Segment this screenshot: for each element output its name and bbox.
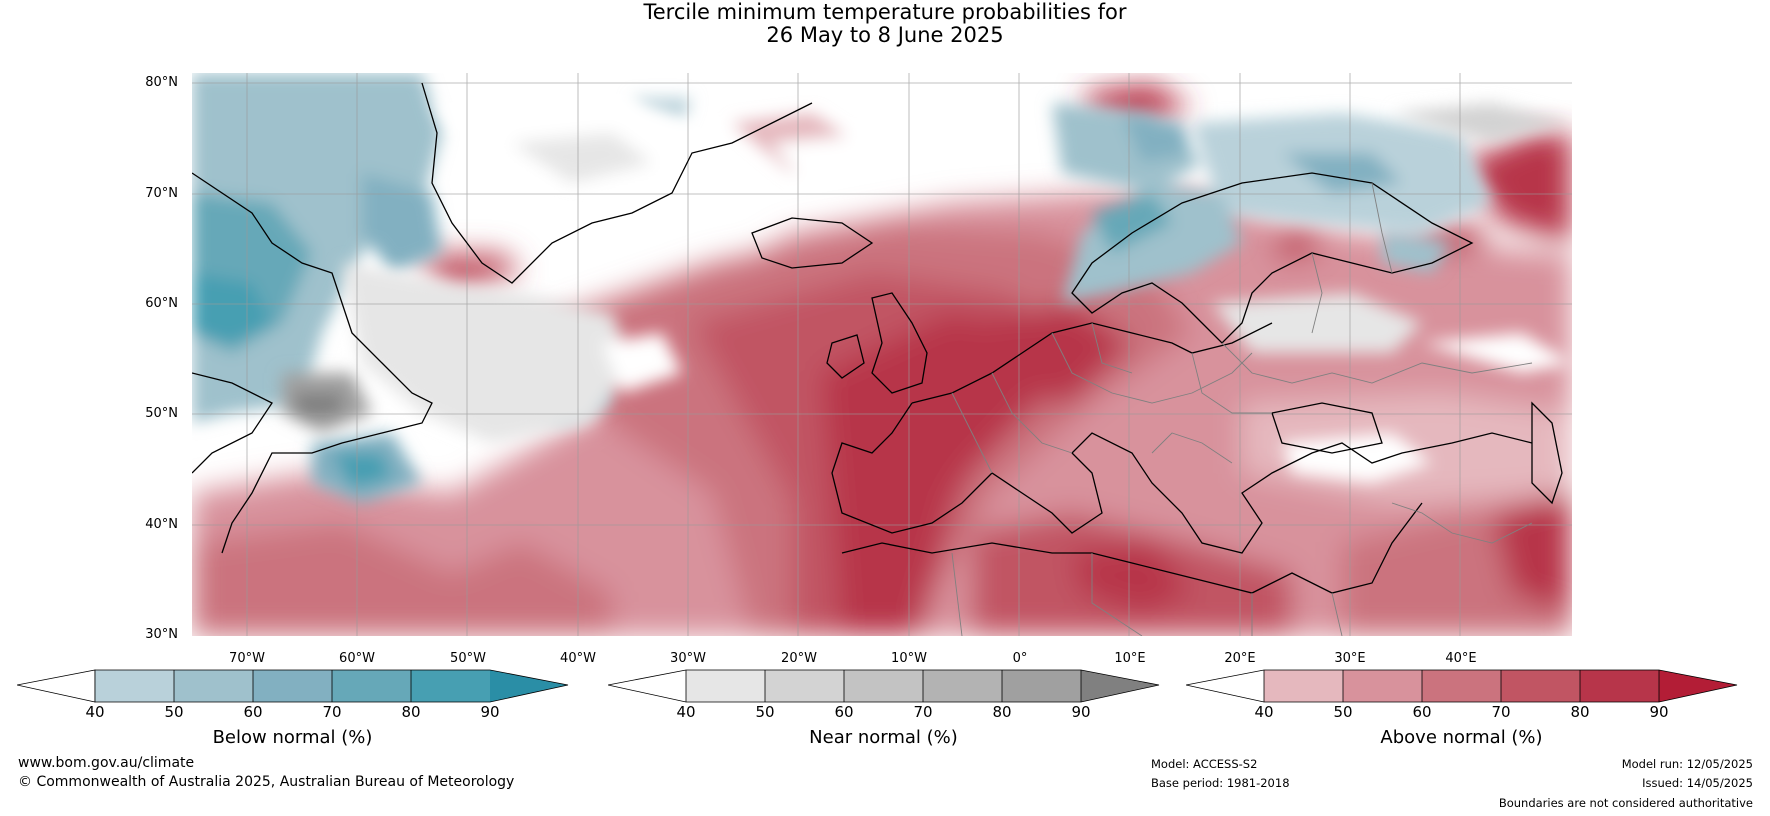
below-normal-label: Below normal (%) <box>212 727 373 748</box>
near-normal-swatch-80-90 <box>1002 670 1081 702</box>
lon-label-30e: 30°E <box>1334 651 1366 666</box>
near-normal-tick-80: 80 <box>992 703 1012 721</box>
lon-label-50w: 50°W <box>450 651 486 666</box>
below-normal-colorbar <box>17 669 569 703</box>
lat-label-50n: 50°N <box>145 406 178 421</box>
lon-label-70w: 70°W <box>229 651 265 666</box>
chart-title-line2: 26 May to 8 June 2025 <box>766 23 1004 47</box>
lon-label-10w: 10°W <box>891 651 927 666</box>
below-normal-swatch-70-80 <box>332 670 411 702</box>
near-normal-field <box>282 93 1572 483</box>
below-normal-tick-70: 70 <box>322 703 342 721</box>
above-normal-swatch-60-70 <box>1422 670 1501 702</box>
near-normal-tick-60: 60 <box>834 703 854 721</box>
greenland-coast <box>421 82 813 284</box>
near-normal-tick-50: 50 <box>755 703 775 721</box>
near-normal-lower-arrow <box>608 670 686 702</box>
map-svg <box>192 73 1572 636</box>
chart-title-line1: Tercile minimum temperature probabilitie… <box>643 0 1127 24</box>
above-normal-tick-40: 40 <box>1254 703 1274 721</box>
below-normal-lower-arrow <box>17 669 96 703</box>
above-normal-lower-arrow <box>1186 670 1264 702</box>
lon-label-30w: 30°W <box>670 651 706 666</box>
near-normal-swatch-70-80 <box>923 670 1002 702</box>
above-normal-tick-80: 80 <box>1570 703 1590 721</box>
iceland-coast <box>751 217 874 269</box>
lat-label-80n: 80°N <box>145 75 178 90</box>
country-borders <box>951 182 1533 636</box>
near-normal-swatch-40-50 <box>686 670 765 702</box>
below-normal-swatch-60-70 <box>253 670 332 702</box>
lon-label-60w: 60°W <box>339 651 375 666</box>
lon-label-20w: 20°W <box>781 651 817 666</box>
above-normal-swatch-50-60 <box>1343 670 1422 702</box>
base-period: Base period: 1981-2018 <box>1151 776 1290 790</box>
above-normal-tick-60: 60 <box>1412 703 1432 721</box>
lon-label-40e: 40°E <box>1445 651 1477 666</box>
above-normal-tick-50: 50 <box>1333 703 1353 721</box>
above-normal-upper-arrow <box>1659 670 1737 702</box>
near-normal-swatch-50-60 <box>765 670 844 702</box>
below-normal-upper-arrow <box>490 670 568 702</box>
below-normal-tick-90: 90 <box>480 703 500 721</box>
near-normal-label: Near normal (%) <box>809 727 958 748</box>
tercile-probability-map <box>192 73 1572 636</box>
lon-label-10e: 10°E <box>1114 651 1146 666</box>
st-lawrence-coast <box>192 372 273 474</box>
below-normal-tick-80: 80 <box>401 703 421 721</box>
near-normal-colorbar <box>608 669 1160 703</box>
north-africa-coast <box>841 502 1423 594</box>
model-name: Model: ACCESS-S2 <box>1151 757 1258 771</box>
graticule <box>192 73 1572 636</box>
above-normal-colorbar <box>1186 669 1738 703</box>
scandinavia-coast <box>1071 172 1474 344</box>
lon-label-40w: 40°W <box>560 651 596 666</box>
great-britain-coast <box>871 292 928 394</box>
below-normal-tick-40: 40 <box>85 703 105 721</box>
caspian-coast <box>1531 401 1563 505</box>
copyright-notice: © Commonwealth of Australia 2025, Austra… <box>18 774 515 790</box>
near-normal-tick-70: 70 <box>913 703 933 721</box>
model-run-date: Model run: 12/05/2025 <box>1621 757 1753 771</box>
above-normal-swatch-80-90 <box>1580 670 1659 702</box>
above-normal-swatch-70-80 <box>1501 670 1580 702</box>
above-normal-label: Above normal (%) <box>1380 727 1543 748</box>
ireland-coast <box>826 334 865 379</box>
below-normal-tick-60: 60 <box>243 703 263 721</box>
below-normal-swatch-40-50 <box>95 670 174 702</box>
above-normal-tick-90: 90 <box>1649 703 1669 721</box>
boundaries-disclaimer: Boundaries are not considered authoritat… <box>1498 796 1753 810</box>
lat-label-70n: 70°N <box>145 186 178 201</box>
lat-label-60n: 60°N <box>145 296 178 311</box>
above-normal-tick-70: 70 <box>1491 703 1511 721</box>
lat-label-30n: 30°N <box>145 627 178 642</box>
below-normal-swatch-80-90 <box>411 670 490 702</box>
mediterranean-north-coast <box>831 402 1533 554</box>
lon-label-0: 0° <box>1012 651 1028 666</box>
coastlines <box>192 82 1563 594</box>
above-normal-swatch-40-50 <box>1264 670 1343 702</box>
near-normal-tick-90: 90 <box>1071 703 1091 721</box>
below-normal-tick-50: 50 <box>164 703 184 721</box>
below-normal-swatch-50-60 <box>174 670 253 702</box>
lat-label-40n: 40°N <box>145 517 178 532</box>
near-normal-swatch-60-70 <box>844 670 923 702</box>
black-sea-coast <box>1271 402 1383 454</box>
near-normal-tick-40: 40 <box>676 703 696 721</box>
bom-website-link[interactable]: www.bom.gov.au/climate <box>18 755 195 771</box>
issued-date: Issued: 14/05/2025 <box>1642 776 1753 790</box>
near-normal-upper-arrow <box>1081 670 1159 702</box>
lon-label-20e: 20°E <box>1224 651 1256 666</box>
labrador-coast <box>192 172 433 554</box>
